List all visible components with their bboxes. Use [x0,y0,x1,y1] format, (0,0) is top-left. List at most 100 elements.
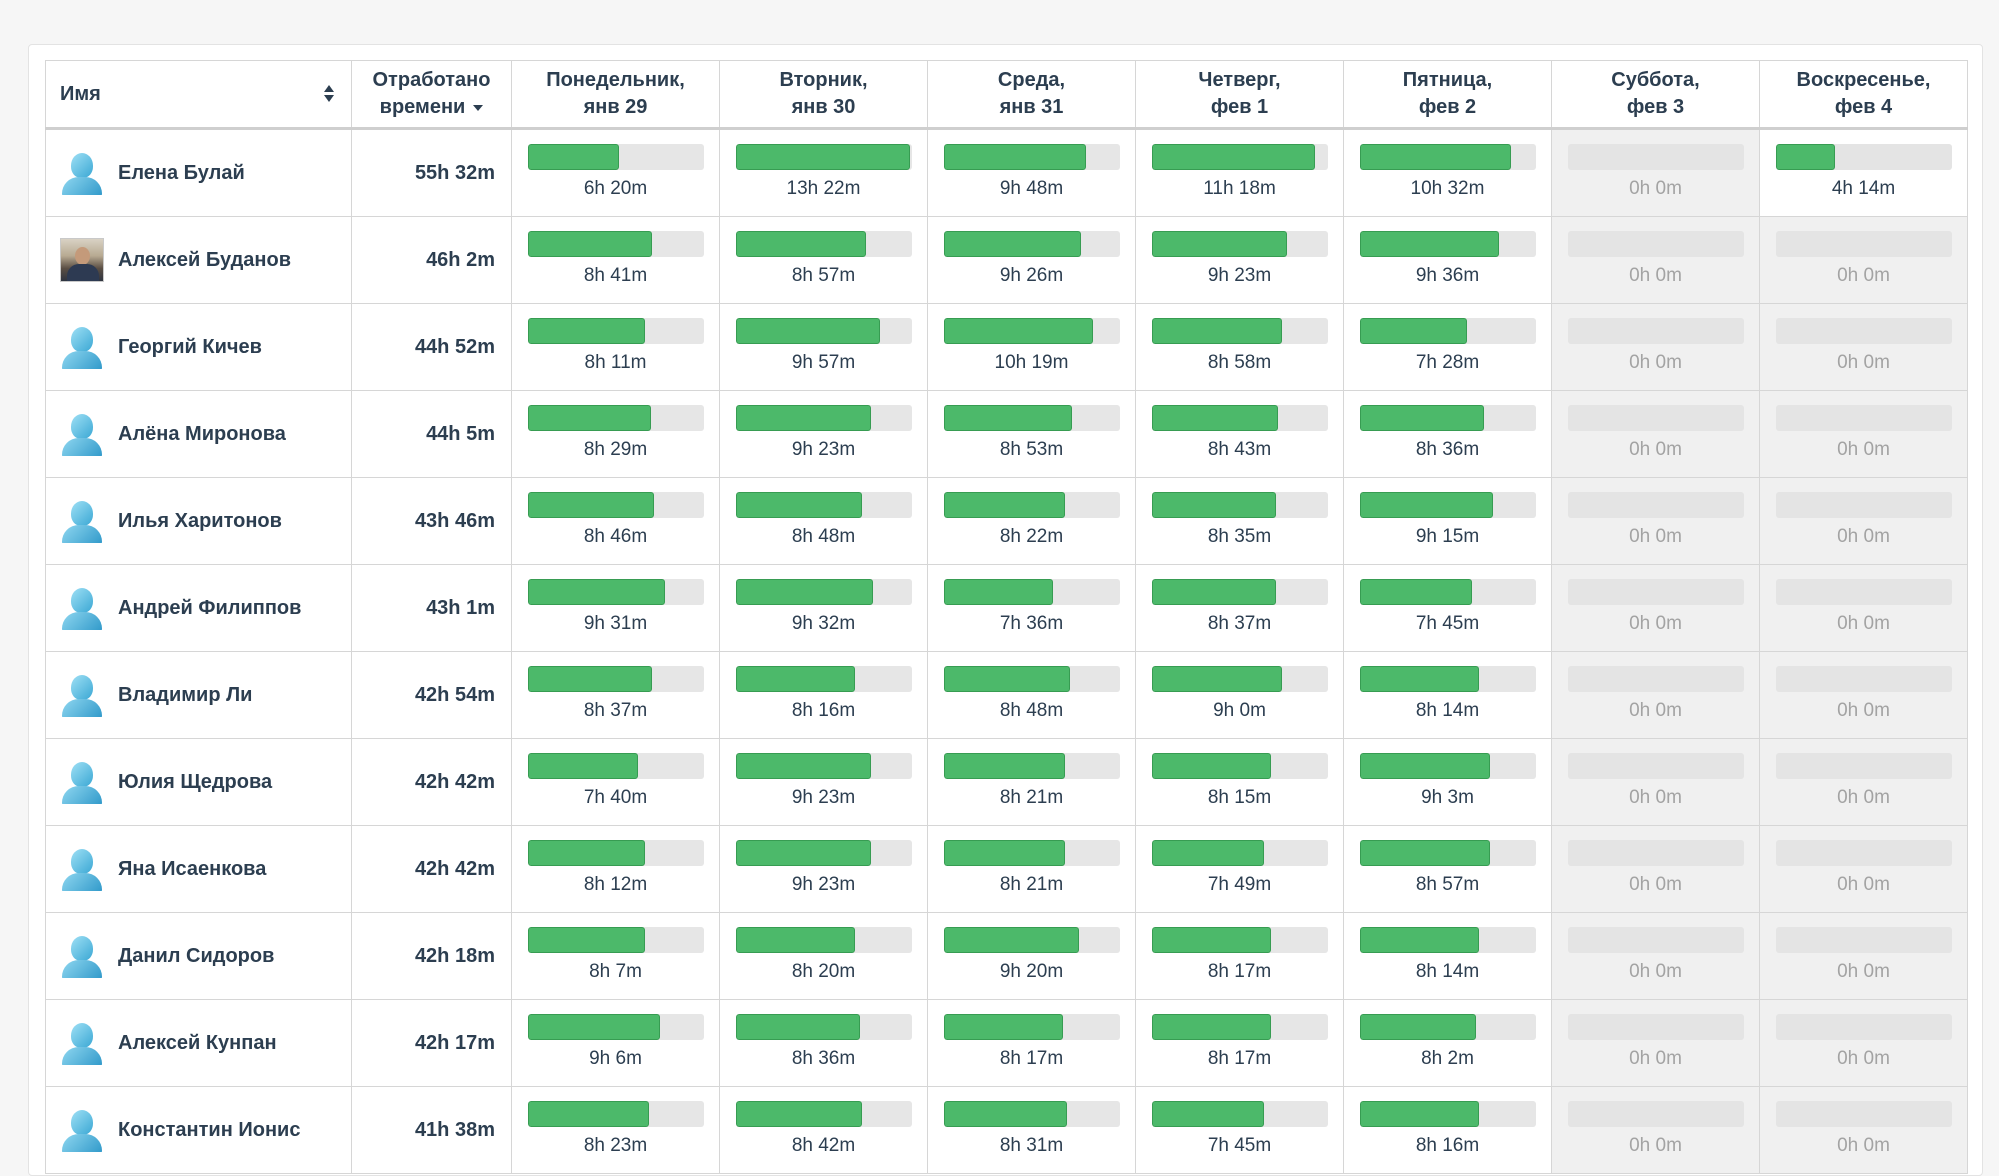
table-row[interactable]: Яна Исаенкова 42h 42m 8h 12m 9h 23m 8h 21m 7h… [45,825,1968,913]
time-bar-fill [735,927,856,953]
table-row[interactable]: Данил Сидоров 42h 18m 8h 7m 8h 20m 9h 20m 8h … [45,912,1968,1000]
table-row[interactable]: Илья Харитонов 43h 46m 8h 46m 8h 48m 8h 22m 8… [45,477,1968,565]
day-duration: 8h 43m [1207,439,1272,460]
table-row[interactable]: Алёна Миронова 44h 5m 8h 29m 9h 23m 8h 53m 8h… [45,390,1968,478]
day-duration: 9h 57m [791,352,856,373]
day-header-line2: фев 1 [1210,96,1269,118]
table-row[interactable]: Георгий Кичев 44h 52m 8h 11m 9h 57m 10h 19m 8… [45,303,1968,391]
employee-cell: Данил Сидоров [45,912,352,1000]
day-cell: 9h 15m [1343,477,1552,565]
day-cell: 0h 0m [1759,477,1968,565]
table-row[interactable]: Алексей Кунпан 42h 17m 9h 6m 8h 36m 8h 17m 8h… [45,999,1968,1087]
time-bar [1151,1014,1328,1040]
time-bar [527,753,704,779]
table-row[interactable]: Константин Ионис 41h 38m 8h 23m 8h 42m 8h 31… [45,1086,1968,1174]
time-bar [1775,492,1952,518]
employee-name[interactable]: Алексей Буданов [118,248,291,271]
day-cell: 8h 46m [511,477,720,565]
time-bar-fill [943,1014,1064,1040]
time-bar [527,492,704,518]
table-row[interactable]: Андрей Филиппов 43h 1m 9h 31m 9h 32m 7h 36m 8… [45,564,1968,652]
employee-name[interactable]: Владимир Ли [118,683,253,706]
day-cell: 0h 0m [1759,390,1968,478]
day-cell: 8h 17m [1135,999,1344,1087]
total-time: 44h 5m [351,390,512,478]
day-duration: 10h 32m [1410,178,1485,199]
time-bar-fill [1151,405,1279,431]
time-bar-fill [943,579,1053,605]
column-header-day: Понедельник, янв 29 [511,60,720,130]
day-cell: 8h 16m [1343,1086,1552,1174]
day-cell: 9h 31m [511,564,720,652]
time-bar-fill [527,1014,660,1040]
day-cell: 8h 48m [719,477,928,565]
day-cell: 7h 45m [1343,564,1552,652]
time-bar [735,753,912,779]
day-duration: 9h 23m [791,439,856,460]
day-duration: 4h 14m [1831,178,1896,199]
day-duration: 0h 0m [1629,178,1682,199]
total-time: 44h 52m [351,303,512,391]
time-bar [1775,666,1952,692]
employee-name[interactable]: Георгий Кичев [118,335,262,358]
time-bar [1567,840,1744,866]
day-header-line1: Четверг, [1198,69,1281,91]
day-cell: 8h 29m [511,390,720,478]
day-duration: 0h 0m [1837,1048,1890,1069]
total-time: 46h 2m [351,216,512,304]
table-row[interactable]: Елена Булай 55h 32m 6h 20m 13h 22m 9h 48m 11h… [45,128,1968,217]
day-cell: 8h 36m [1343,390,1552,478]
time-bar [1359,927,1536,953]
day-duration: 7h 28m [1415,352,1480,373]
employee-name[interactable]: Алексей Кунпан [118,1031,277,1054]
day-duration: 8h 16m [1415,1135,1480,1156]
table-row[interactable]: Алексей Буданов 46h 2m 8h 41m 8h 57m 9h 26m 9… [45,216,1968,304]
sort-icon[interactable] [324,85,334,103]
day-cell: 8h 12m [511,825,720,913]
default-user-icon [60,1108,104,1152]
time-bar [735,1101,912,1127]
day-duration: 0h 0m [1629,613,1682,634]
day-duration: 9h 15m [1415,526,1480,547]
employee-name[interactable]: Юлия Щедрова [118,770,273,793]
employee-name[interactable]: Константин Ионис [118,1118,301,1141]
day-duration: 0h 0m [1629,1048,1682,1069]
day-cell: 0h 0m [1759,1086,1968,1174]
time-bar [943,753,1120,779]
day-duration: 9h 23m [791,787,856,808]
default-user-icon [60,934,104,978]
column-header-total[interactable]: Отработано времени [351,60,512,130]
day-duration: 8h 35m [1207,526,1272,547]
time-bar-fill [735,405,872,431]
day-cell: 9h 6m [511,999,720,1087]
day-cell: 7h 40m [511,738,720,826]
employee-name[interactable]: Андрей Филиппов [118,596,302,619]
day-cell: 9h 36m [1343,216,1552,304]
employee-name[interactable]: Яна Исаенкова [118,857,267,880]
employee-cell: Юлия Щедрова [45,738,352,826]
sort-desc-icon[interactable] [473,104,484,111]
day-duration: 13h 22m [786,178,861,199]
day-duration: 0h 0m [1629,265,1682,286]
day-cell: 8h 20m [719,912,928,1000]
day-cell: 8h 41m [511,216,720,304]
employee-name[interactable]: Елена Булай [118,161,245,184]
employee-name[interactable]: Алёна Миронова [118,422,286,445]
day-cell: 7h 45m [1135,1086,1344,1174]
time-bar [735,144,912,170]
employee-cell: Константин Ионис [45,1086,352,1174]
time-bar-fill [527,579,665,605]
day-cell: 0h 0m [1551,128,1760,217]
table-row[interactable]: Владимир Ли 42h 54m 8h 37m 8h 16m 8h 48m 9h 0… [45,651,1968,739]
time-bar [735,492,912,518]
time-bar-fill [527,927,646,953]
time-bar [1359,492,1536,518]
employee-wrap: Георгий Кичев [60,325,351,369]
table-row[interactable]: Юлия Щедрова 42h 42m 7h 40m 9h 23m 8h 21m 8h … [45,738,1968,826]
employee-cell: Алёна Миронова [45,390,352,478]
employee-name[interactable]: Илья Харитонов [118,509,282,532]
employee-name[interactable]: Данил Сидоров [118,944,275,967]
column-header-name[interactable]: Имя [45,60,352,130]
time-bar-fill [1151,1014,1272,1040]
day-duration: 8h 57m [791,265,856,286]
